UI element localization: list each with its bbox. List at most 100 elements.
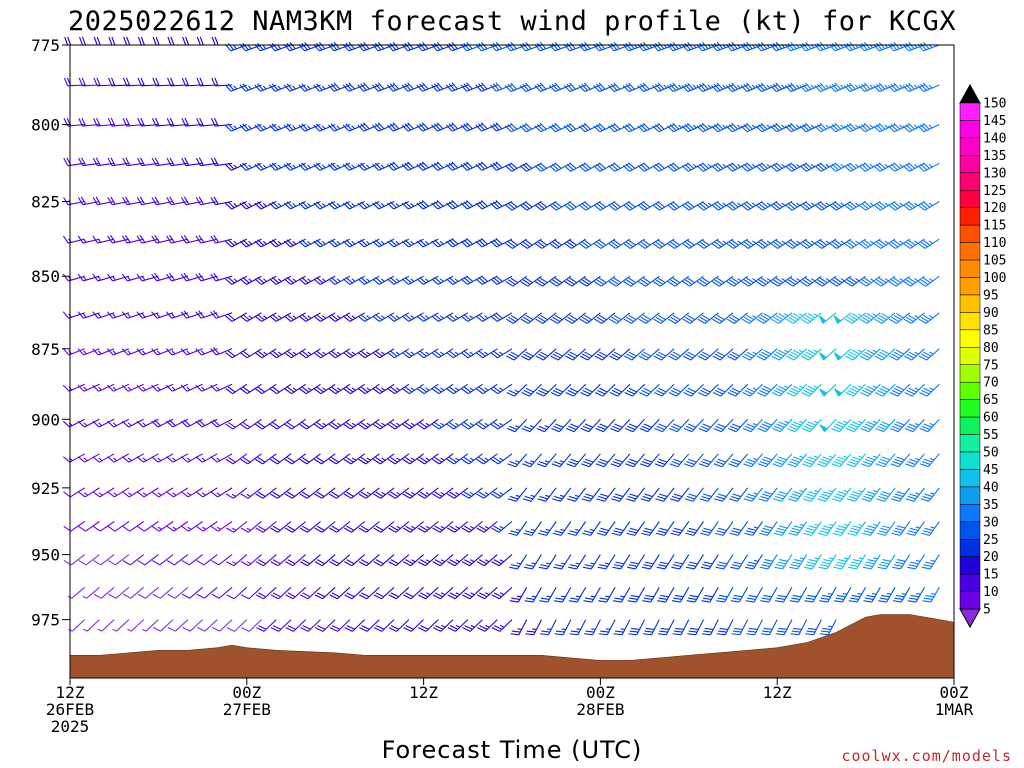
- wind-barb: [210, 383, 233, 392]
- wind-barb: [254, 348, 277, 359]
- wind-barb: [210, 347, 233, 356]
- x-tick-label: 28FEB: [576, 700, 624, 719]
- wind-barb: [755, 82, 778, 93]
- wind-barb: [240, 418, 262, 430]
- wind-barb: [712, 383, 734, 397]
- y-tick-label: 900: [31, 410, 60, 429]
- credit-text: coolwx.com/models: [841, 747, 1012, 765]
- wind-barb: [475, 383, 498, 395]
- wind-barb: [918, 275, 940, 287]
- wind-barb: [859, 348, 881, 361]
- wind-barb: [622, 41, 645, 52]
- wind-barb: [523, 521, 542, 536]
- wind-barb: [93, 554, 115, 566]
- wind-barb: [225, 348, 248, 359]
- x-tick-label: 00Z: [586, 683, 615, 702]
- wind-barb: [917, 201, 940, 211]
- wind-barb: [475, 312, 498, 322]
- wind-barb: [624, 383, 645, 397]
- wind-barb: [520, 238, 542, 249]
- wind-barb: [536, 453, 557, 468]
- wind-barb: [666, 122, 690, 133]
- wind-barb: [373, 586, 395, 600]
- wind-barb: [490, 418, 513, 430]
- wind-barb: [833, 312, 852, 324]
- wind-barb: [565, 383, 587, 397]
- wind-barb: [78, 521, 100, 532]
- wind-barb: [136, 234, 159, 244]
- wind-barb: [656, 554, 675, 570]
- wind-barb: [758, 487, 778, 502]
- wind-barb: [508, 521, 528, 536]
- wind-barb: [225, 275, 248, 285]
- wind-barb: [165, 311, 189, 319]
- plot-border: [69, 44, 955, 679]
- wind-barb: [774, 587, 793, 603]
- wind-barb: [711, 122, 734, 133]
- wind-barb: [564, 275, 587, 287]
- colorbar-label: 130: [983, 166, 1006, 181]
- colorbar-swatch: [959, 434, 981, 453]
- wind-barb: [888, 275, 911, 287]
- wind-barb: [891, 487, 911, 502]
- wind-barb: [549, 162, 572, 172]
- wind-barb: [921, 521, 940, 536]
- wind-barb: [773, 487, 793, 502]
- wind-barb: [715, 554, 734, 570]
- plot-area: [62, 36, 955, 679]
- wind-barb: [843, 41, 866, 52]
- wind-barb: [255, 453, 277, 465]
- wind-barb: [299, 418, 321, 430]
- wind-barb: [255, 586, 277, 600]
- wind-barb: [610, 453, 631, 468]
- wind-barb: [728, 487, 749, 502]
- wind-barb: [195, 272, 218, 282]
- wind-barb: [862, 521, 881, 536]
- wind-barb: [726, 238, 749, 249]
- wind-barb: [255, 554, 277, 567]
- wind-barb: [313, 383, 336, 395]
- wind-barb: [239, 348, 262, 359]
- wind-barb: [657, 619, 675, 636]
- colorbar-swatch: [959, 539, 981, 557]
- wind-barb: [314, 453, 336, 465]
- wind-barb: [917, 122, 940, 133]
- colorbar-label: 80: [983, 341, 999, 356]
- wind-barb: [785, 312, 808, 324]
- wind-barb: [757, 418, 778, 433]
- colorbar-swatch: [959, 190, 981, 208]
- wind-barb: [402, 554, 424, 567]
- wind-barb: [834, 383, 852, 397]
- colorbar-label: 135: [983, 149, 1006, 164]
- wind-barb: [756, 348, 778, 361]
- wind-barb: [802, 453, 822, 468]
- wind-barb: [180, 348, 203, 356]
- wind-barb: [136, 383, 159, 392]
- wind-barb: [195, 487, 218, 498]
- wind-barb: [554, 619, 572, 636]
- wind-barb: [328, 238, 351, 248]
- colorbar-swatch: [959, 364, 981, 383]
- wind-barb: [106, 311, 130, 319]
- wind-barb: [637, 41, 660, 52]
- wind-barb: [313, 41, 336, 52]
- wind-barb: [112, 619, 130, 632]
- wind-barb: [698, 383, 719, 397]
- wind-barb: [507, 453, 528, 468]
- wind-barb: [716, 587, 734, 603]
- wind-barb: [725, 162, 748, 172]
- y-tick-label: 975: [31, 611, 60, 630]
- wind-barb: [667, 201, 690, 211]
- wind-barb: [507, 487, 528, 502]
- wind-barb: [829, 275, 852, 287]
- wind-barb: [712, 348, 734, 361]
- wind-barb: [740, 41, 763, 52]
- wind-barb: [225, 418, 248, 430]
- wind-barb: [254, 238, 277, 248]
- wind-barb: [564, 312, 587, 324]
- wind-barb: [255, 418, 277, 430]
- wind-barb: [829, 162, 852, 172]
- colorbar-label: 35: [983, 498, 999, 513]
- wind-barb: [342, 275, 365, 285]
- wind-barb: [343, 521, 366, 533]
